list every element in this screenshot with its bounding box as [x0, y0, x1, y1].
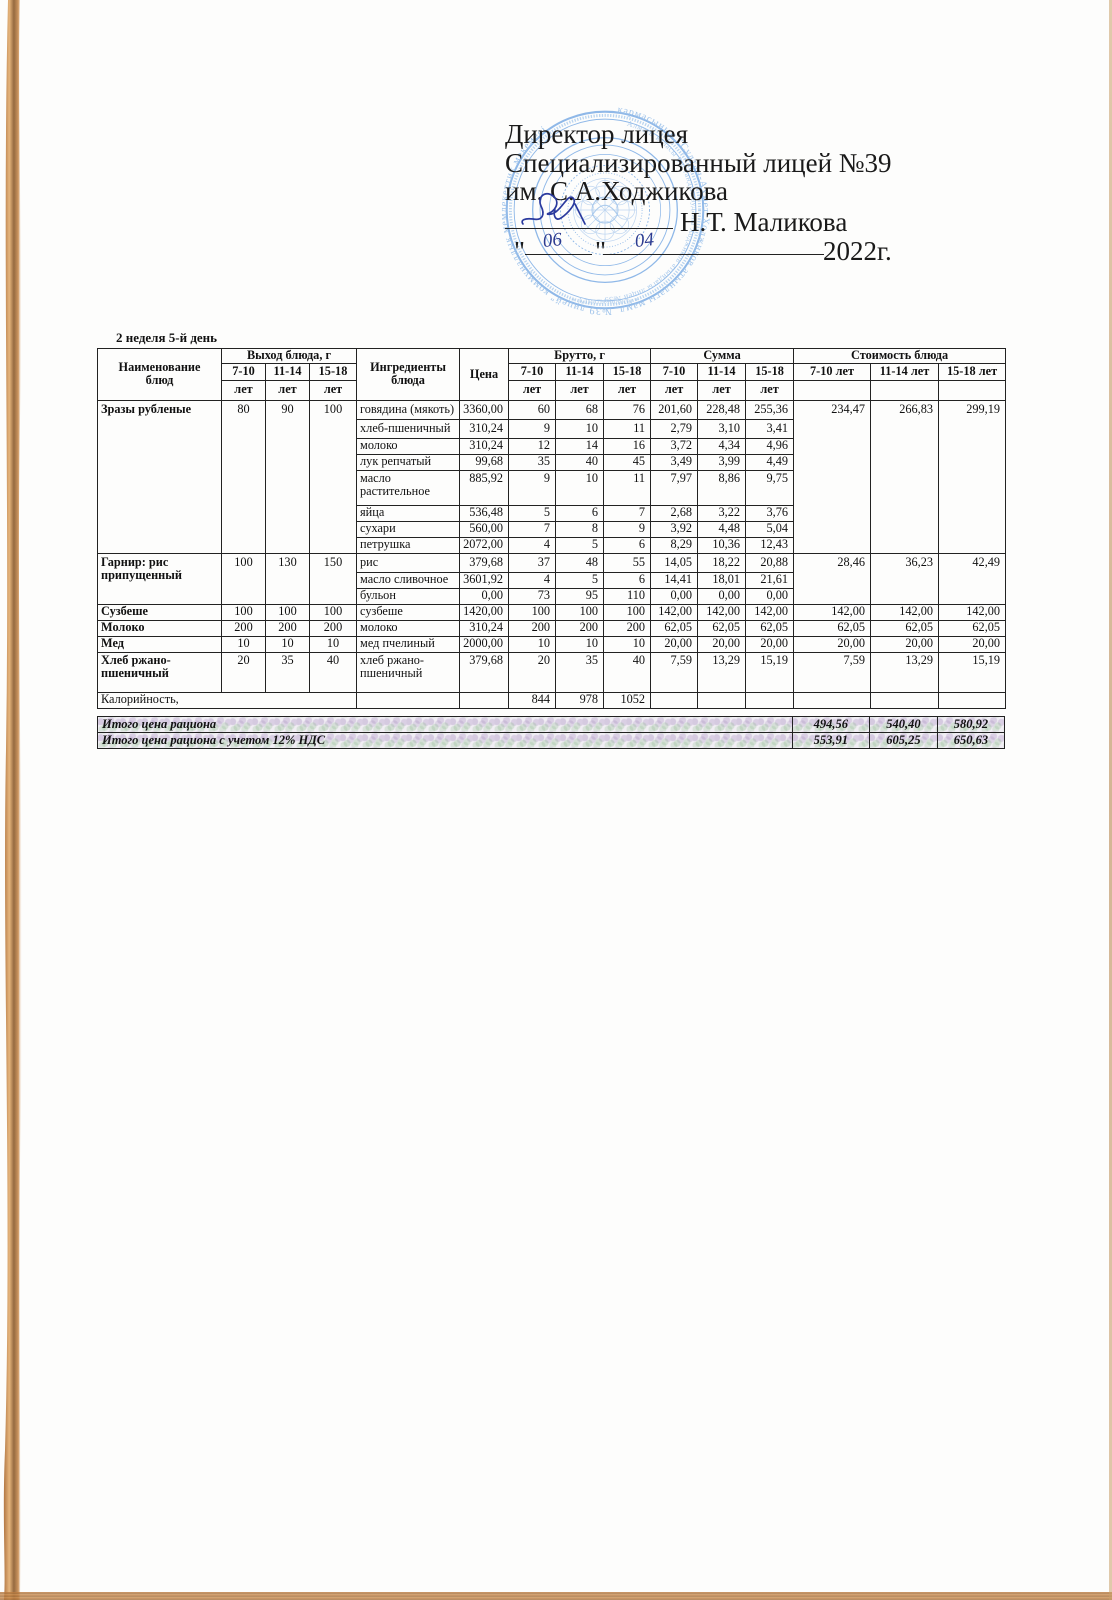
svg-text:* Алматы каласы *: * Алматы каласы * — [571, 297, 639, 306]
